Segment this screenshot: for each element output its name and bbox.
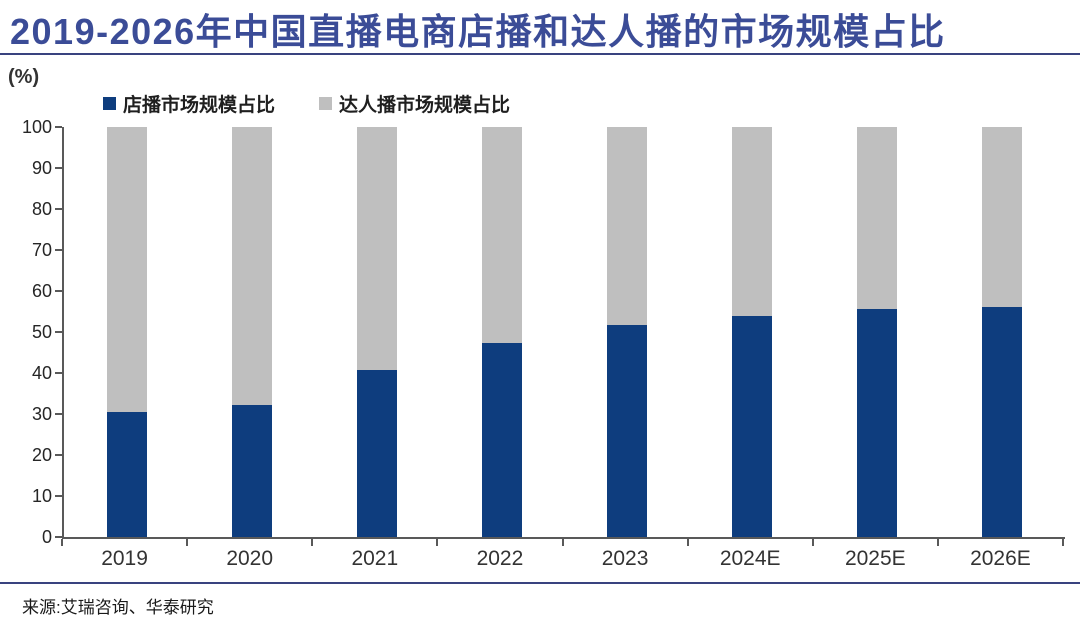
legend-marker-store-icon [103, 97, 116, 110]
y-axis-tick [55, 454, 62, 456]
x-tick-label: 2022 [476, 547, 524, 570]
x-axis-tick [436, 539, 439, 546]
y-tick-label: 0 [41, 527, 52, 547]
y-tick-label: 50 [31, 322, 52, 342]
y-axis-tick [55, 126, 62, 128]
y-axis-tick [55, 413, 62, 415]
x-tick-label: 2019 [101, 547, 148, 570]
bar-segment-store-2024E [732, 315, 773, 537]
x-axis-tick [1062, 539, 1064, 546]
legend-label-talent: 达人播市场规模占比 [339, 94, 511, 116]
legend-item-store: 店播市场规模占比 [103, 90, 275, 117]
y-axis-unit-label: (%) [8, 66, 40, 88]
source-note: 来源:艾瑞咨询、华泰研究 [22, 598, 214, 617]
bar-segment-store-2025E [857, 309, 898, 537]
bar-segment-store-2019 [106, 412, 147, 537]
x-axis-tick [811, 539, 814, 546]
bar-segment-talent-2021 [356, 127, 397, 371]
x-axis-tick [686, 539, 689, 546]
legend: 店播市场规模占比 达人播市场规模占比 [103, 90, 510, 117]
x-axis-tick [61, 539, 63, 546]
x-tick-label: 2020 [226, 547, 274, 570]
y-tick-label: 100 [21, 117, 52, 137]
y-tick-label: 80 [31, 199, 52, 219]
legend-marker-talent-icon [319, 97, 333, 110]
y-axis-tick [55, 372, 62, 374]
y-axis-tick [55, 495, 62, 497]
footer-divider [0, 582, 1080, 584]
bar-segment-talent-2023 [607, 127, 648, 325]
x-tick-label: 2026E [970, 547, 1031, 570]
bar-segment-talent-2020 [231, 127, 272, 406]
x-tick-label: 2023 [601, 547, 649, 570]
bar-segment-store-2023 [607, 324, 648, 537]
bar-segment-store-2026E [982, 307, 1023, 537]
x-axis-tick [186, 539, 189, 546]
bar-segment-store-2022 [481, 343, 522, 537]
x-tick-label: 2021 [351, 547, 399, 570]
bar-segment-talent-2025E [857, 127, 898, 310]
bar-segment-talent-2024E [732, 127, 773, 316]
y-axis-tick [55, 249, 62, 251]
bar-segment-store-2021 [356, 370, 397, 537]
y-axis-tick [55, 290, 62, 292]
legend-item-talent: 达人播市场规模占比 [319, 90, 510, 117]
plot-area [62, 127, 1065, 539]
y-tick-label: 60 [31, 281, 52, 301]
x-tick-label: 2024E [719, 547, 781, 570]
x-axis-tick [561, 539, 564, 546]
bar-segment-talent-2022 [481, 127, 522, 344]
bar-segment-talent-2026E [982, 127, 1023, 307]
y-tick-label: 10 [31, 486, 52, 506]
y-tick-label: 20 [31, 445, 52, 465]
y-axis-tick [55, 208, 62, 210]
y-tick-label: 30 [31, 404, 52, 424]
y-tick-label: 70 [31, 240, 52, 260]
bar-segment-store-2020 [231, 405, 272, 537]
y-tick-label: 90 [31, 158, 52, 178]
y-tick-label: 40 [31, 363, 52, 383]
bar-segment-talent-2019 [106, 127, 147, 413]
legend-label-store: 店播市场规模占比 [123, 94, 276, 116]
y-axis-tick [55, 536, 62, 538]
x-axis-tick [311, 539, 314, 546]
x-axis-tick [936, 539, 939, 546]
y-axis-tick [55, 331, 62, 333]
chart-title: 2019-2026年中国直播电商店播和达人播的市场规模占比 [10, 11, 946, 52]
y-axis-tick [55, 167, 62, 169]
x-tick-label: 2025E [844, 547, 906, 570]
title-underline [0, 53, 1080, 55]
